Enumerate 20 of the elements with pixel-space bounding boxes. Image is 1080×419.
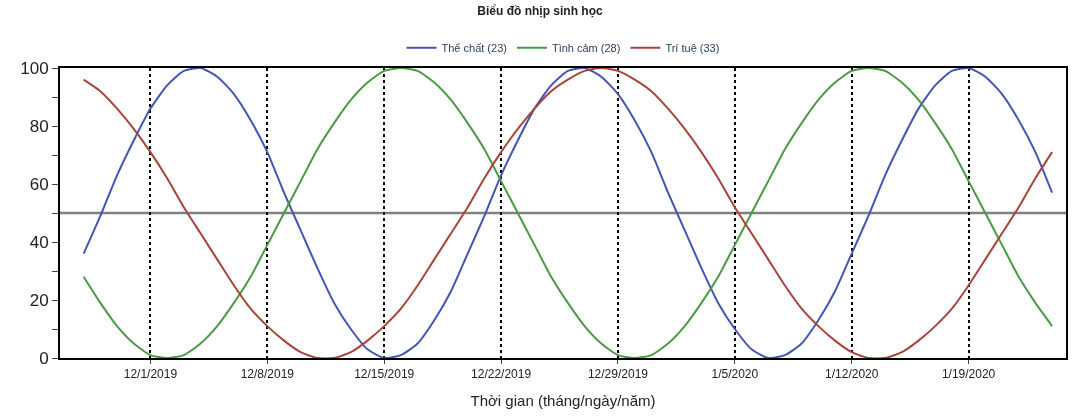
x-tick-label: 1/12/2020 [825, 367, 879, 382]
y-tick-label: 20 [29, 290, 49, 310]
line-series [82, 68, 1054, 358]
y-tick-label: 60 [29, 174, 49, 194]
y-tick-label: 0 [39, 348, 49, 368]
x-tick-label: 1/19/2020 [941, 367, 996, 382]
y-tick-label: 80 [29, 116, 49, 136]
legend-label: Thể chất (23) [441, 41, 507, 54]
legend-label: Tình cảm (28) [551, 41, 621, 54]
x-tick-label: 12/15/2019 [354, 367, 415, 382]
x-axis-title: Thời gian (tháng/ngày/năm) [470, 391, 656, 409]
x-tick-label: 12/8/2019 [240, 367, 295, 382]
x-tick-label: 12/1/2019 [123, 367, 178, 382]
y-tick-label: 40 [29, 232, 49, 252]
legend-label: Trí tuệ (33) [665, 41, 720, 54]
chart-title: Biểu đồ nhịp sinh học [477, 3, 603, 18]
x-tick-label: 12/29/2019 [587, 367, 649, 382]
x-tick-label: 1/5/2020 [711, 367, 759, 382]
y-tick-label: 100 [20, 58, 49, 78]
x-tick-label: 12/22/2019 [471, 367, 532, 382]
